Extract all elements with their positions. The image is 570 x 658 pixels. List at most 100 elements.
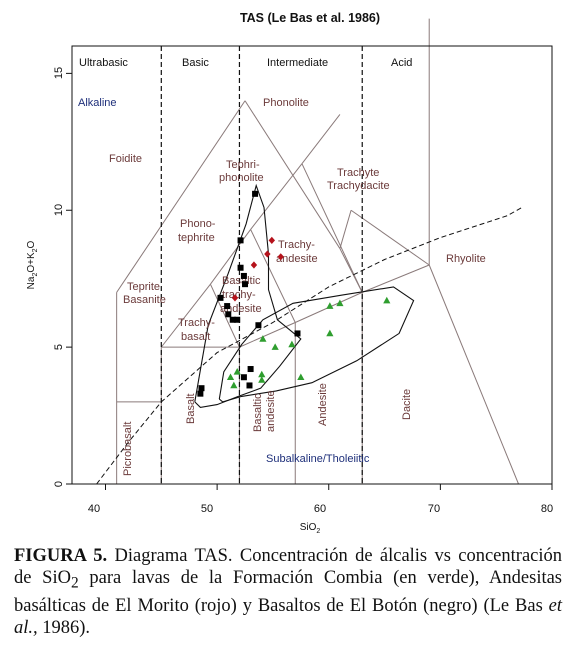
x-tick-40: 40 xyxy=(88,503,100,515)
field-boundary-20 xyxy=(244,100,341,249)
field-boundary-14 xyxy=(362,264,430,293)
label-tephriphonolite-1: Tephri- xyxy=(226,159,260,171)
field-boundary-17 xyxy=(209,283,240,348)
label-basaltic-trachyandesite-1: Basaltic xyxy=(222,275,261,287)
field-boundary-16 xyxy=(428,264,519,485)
label-alkaline: Alkaline xyxy=(78,97,117,109)
label-tephrite-2: Basanite xyxy=(123,294,166,306)
point-square-13 xyxy=(240,374,247,381)
point-square-7 xyxy=(225,311,232,318)
field-boundary-23 xyxy=(350,209,430,266)
field-boundary-5 xyxy=(210,229,252,285)
point-triangle-1 xyxy=(336,299,344,307)
point-diamond-4 xyxy=(231,294,239,302)
field-boundary-4 xyxy=(160,283,211,348)
point-triangle-9 xyxy=(258,370,266,378)
y-tick-10: 10 xyxy=(53,204,65,216)
caption-text-2: para lavas de la Formación Combia (en ve… xyxy=(14,568,563,616)
x-tick-60: 60 xyxy=(314,503,326,515)
label-picrobasalt: Picrobasalt xyxy=(122,422,134,476)
label-tephrite-1: Teprite xyxy=(127,281,160,293)
point-triangle-6 xyxy=(271,343,279,350)
point-triangle-8 xyxy=(226,373,235,381)
point-diamond-0 xyxy=(268,236,276,244)
label-basaltic-andesite-1: Basaltic xyxy=(252,393,264,432)
field-labels: Alkaline Subalkaline/Tholeiitic Foidite … xyxy=(78,97,486,476)
label-trachybasalt-1: Trachy- xyxy=(178,317,215,329)
label-phonotephrite-2: tephrite xyxy=(178,232,215,244)
point-triangle-4 xyxy=(259,335,267,342)
header-ultrabasic: Ultrabasic xyxy=(79,57,128,69)
label-trachyandesite-2: andesite xyxy=(276,253,318,265)
x-tick-labels: 40 50 60 70 80 xyxy=(88,503,553,515)
y-axis-label: Na2O+K2O xyxy=(26,240,39,289)
field-boundary-21 xyxy=(339,248,363,293)
label-tephriphonolite-2: phonolite xyxy=(219,172,264,184)
field-boundary-19 xyxy=(301,163,363,293)
point-square-5 xyxy=(217,294,224,301)
caption-text-3: 1986). xyxy=(37,617,91,638)
point-square-2 xyxy=(237,264,244,271)
y-tick-0: 0 xyxy=(53,481,65,487)
point-diamond-2 xyxy=(277,253,284,261)
label-trachyte-2: Trachydacite xyxy=(327,180,390,192)
point-triangle-11 xyxy=(230,381,238,389)
point-square-14 xyxy=(198,385,205,392)
figure-caption: FIGURA 5. Diagrama TAS. Concentración de… xyxy=(14,545,562,639)
label-phonotephrite-1: Phono- xyxy=(180,218,216,230)
label-andesite: Andesite xyxy=(317,383,329,426)
field-boundary-6 xyxy=(250,163,303,230)
label-trachyandesite-1: Trachy- xyxy=(278,239,315,251)
alkaline-subalkaline-divider xyxy=(96,207,523,485)
point-square-15 xyxy=(246,382,253,389)
point-triangle-7 xyxy=(233,367,241,375)
y-tick-5: 5 xyxy=(53,344,65,350)
caption-text-1: Diagrama TAS. Concentración de álcalis v… xyxy=(14,546,563,588)
label-basaltic-andesite-2: andesite xyxy=(265,390,277,432)
field-boundary-18 xyxy=(250,229,296,323)
label-phonolite: Phonolite xyxy=(263,97,309,109)
point-triangle-5 xyxy=(326,329,334,337)
point-square-8 xyxy=(229,316,236,323)
point-diamond-1 xyxy=(264,250,271,258)
point-square-1 xyxy=(237,237,244,244)
point-triangle-2 xyxy=(383,296,391,304)
axis-ticks xyxy=(66,72,553,490)
x-tick-70: 70 xyxy=(428,503,440,515)
envelope-combia xyxy=(218,286,415,403)
header-basic: Basic xyxy=(182,57,209,69)
point-triangle-0 xyxy=(326,302,334,309)
point-square-9 xyxy=(234,316,241,323)
label-foidite: Foidite xyxy=(109,153,142,165)
caption-subscript: 2 xyxy=(70,574,79,592)
label-rhyolite: Rhyolite xyxy=(446,253,486,265)
caption-et-al: et al., xyxy=(14,595,562,638)
header-intermediate: Intermediate xyxy=(267,57,328,69)
point-square-10 xyxy=(255,322,262,329)
plot-frame xyxy=(71,45,553,485)
field-boundary-1 xyxy=(116,100,246,293)
chart-title: TAS (Le Bas et al. 1986) xyxy=(240,11,380,25)
field-boundary-10 xyxy=(239,322,296,348)
point-square-16 xyxy=(197,390,204,397)
silica-boundary-lines xyxy=(96,46,523,485)
header-acid: Acid xyxy=(391,57,412,69)
point-square-12 xyxy=(247,366,254,373)
field-boundary-22 xyxy=(339,210,352,249)
y-tick-labels: 0 5 10 15 xyxy=(53,67,65,487)
point-square-3 xyxy=(240,272,247,279)
x-axis-label: SiO2 xyxy=(300,522,321,535)
group-envelopes xyxy=(194,183,415,408)
point-triangle-3 xyxy=(288,340,296,348)
label-trachybasalt-2: basalt xyxy=(181,331,210,343)
tas-diagram: TAS (Le Bas et al. 1986) 40 50 60 70 80 … xyxy=(26,11,553,535)
silica-class-headers: Ultrabasic Basic Intermediate Acid xyxy=(79,57,412,69)
label-trachyte-1: Trachyte xyxy=(337,167,379,179)
label-dacite: Dacite xyxy=(401,389,413,420)
label-subalkaline: Subalkaline/Tholeiitic xyxy=(266,453,370,465)
label-basalt: Basalt xyxy=(185,393,197,424)
label-basaltic-trachyandesite-2: trachy- xyxy=(222,289,256,301)
point-square-0 xyxy=(252,190,259,197)
y-tick-15: 15 xyxy=(53,67,65,79)
caption-label: FIGURA 5. xyxy=(14,546,108,566)
